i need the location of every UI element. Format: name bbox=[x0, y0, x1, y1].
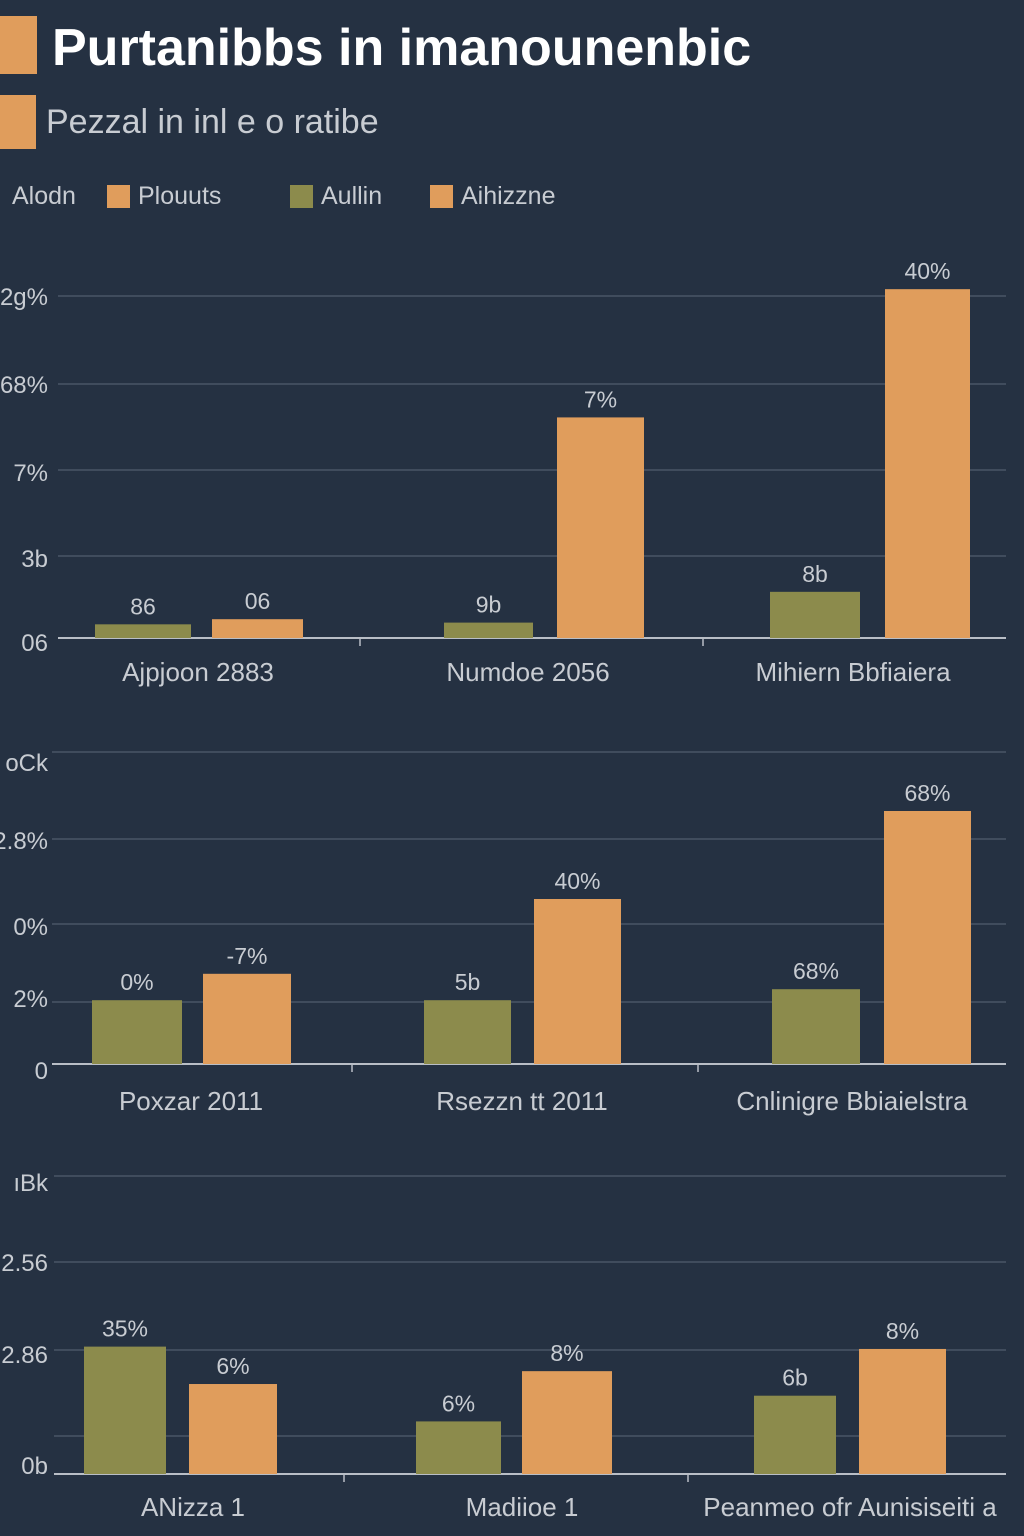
chart1-bar-s2-c3 bbox=[885, 289, 970, 638]
chart3-data-label: 6b bbox=[782, 1365, 808, 1391]
chart1-data-label: 7% bbox=[584, 386, 617, 412]
chart3-category-label: Madiioe 1 bbox=[466, 1492, 579, 1522]
chart1-data-label: 40% bbox=[904, 258, 950, 284]
chart3-bar-s2-c1 bbox=[189, 1384, 277, 1474]
chart1-bar-s2-c2 bbox=[557, 417, 644, 638]
chart3-bar-s1-c3 bbox=[754, 1395, 836, 1474]
chart1-bar-s1-c1 bbox=[95, 624, 191, 638]
legend-label-3: Aihizzne bbox=[461, 182, 556, 210]
chart3-data-label: 6% bbox=[442, 1390, 475, 1416]
legend-label-1: Plouuts bbox=[138, 182, 222, 210]
chart1-category-label: Numdoe 2056 bbox=[446, 657, 609, 687]
chart3-category-label: Peanmeo ofr Aunisiseiti a bbox=[703, 1492, 997, 1522]
chart1-bar-s2-c1 bbox=[212, 619, 303, 638]
legend-swatch-2 bbox=[290, 185, 313, 208]
chart3-ytick-label: 0b bbox=[21, 1453, 48, 1480]
legend-label-2: Aullin bbox=[321, 182, 383, 210]
chart2-category-label: Poxzar 2011 bbox=[119, 1086, 263, 1116]
legend-swatch-3 bbox=[430, 185, 453, 208]
chart2-ytick-label: 2.8% bbox=[0, 828, 48, 855]
chart3-data-label: 6% bbox=[216, 1353, 249, 1379]
title-accent-bar bbox=[0, 16, 37, 74]
page-subtitle: Pezzal in inl e o ratibe bbox=[46, 103, 379, 141]
chart1-ytick-label: 2g% bbox=[0, 284, 48, 311]
chart3-ytick-label: 2.56 bbox=[1, 1250, 48, 1277]
chart1-data-label: 9b bbox=[476, 592, 502, 618]
chart1-data-label: 8b bbox=[802, 561, 828, 587]
chart2-data-label: 40% bbox=[554, 868, 600, 894]
legend-swatch-1 bbox=[107, 185, 130, 208]
chart2-data-label: 68% bbox=[793, 958, 839, 984]
chart2-data-label: -7% bbox=[227, 943, 268, 969]
chart1-category-label: Ajpjoon 2883 bbox=[122, 657, 274, 687]
chart2-bar-s1-c3 bbox=[772, 989, 860, 1064]
chart2-bar-s1-c2 bbox=[424, 1000, 511, 1064]
chart2-data-label: 68% bbox=[904, 780, 950, 806]
subtitle-accent-bar bbox=[0, 95, 36, 149]
page-title: Purtanibbs in imanounenbic bbox=[52, 19, 752, 77]
chart2-data-label: 5b bbox=[455, 969, 481, 995]
chart1-ytick-label: 3b bbox=[21, 546, 48, 573]
chart3-category-label: ANizza 1 bbox=[141, 1492, 245, 1522]
chart3-bar-s2-c2 bbox=[522, 1371, 612, 1474]
chart2-bar-s2-c2 bbox=[534, 899, 621, 1064]
chart3-ytick-label: 2.86 bbox=[1, 1342, 48, 1369]
chart2-ytick-label: oCk bbox=[5, 750, 49, 777]
chart3-data-label: 8% bbox=[886, 1318, 919, 1344]
chart2-bar-s2-c1 bbox=[203, 973, 291, 1064]
chart1-ytick-label: 68% bbox=[0, 372, 48, 399]
chart3-ytick-label: ıBk bbox=[13, 1170, 49, 1197]
chart3-bar-s2-c3 bbox=[859, 1348, 946, 1474]
chart3-data-label: 35% bbox=[102, 1316, 148, 1342]
chart2-ytick-label: 2% bbox=[13, 986, 48, 1013]
chart1-bar-s1-c3 bbox=[770, 591, 860, 638]
chart2-category-label: Cnlinigre Bbiaielstra bbox=[736, 1086, 968, 1116]
chart1-ytick-label: 06 bbox=[21, 630, 48, 657]
chart2-bar-s2-c3 bbox=[884, 811, 971, 1064]
chart1-bar-s1-c2 bbox=[444, 622, 533, 638]
chart1-ytick-label: 7% bbox=[13, 460, 48, 487]
chart2-category-label: Rsezzn tt 2011 bbox=[436, 1086, 608, 1116]
chart2-ytick-label: 0 bbox=[35, 1058, 48, 1085]
chart3-bar-s1-c2 bbox=[416, 1421, 501, 1474]
chart3-bar-s1-c1 bbox=[84, 1346, 166, 1474]
chart3-data-label: 8% bbox=[550, 1340, 583, 1366]
chart1-data-label: 86 bbox=[130, 593, 156, 619]
chart2-bar-s1-c1 bbox=[92, 1000, 182, 1064]
legend-intro: Alodn bbox=[12, 182, 76, 210]
chart2-ytick-label: 0% bbox=[13, 914, 48, 941]
chart1-category-label: Mihiern Bbfiaiera bbox=[755, 657, 951, 687]
chart2-data-label: 0% bbox=[120, 969, 153, 995]
chart1-data-label: 06 bbox=[245, 588, 271, 614]
